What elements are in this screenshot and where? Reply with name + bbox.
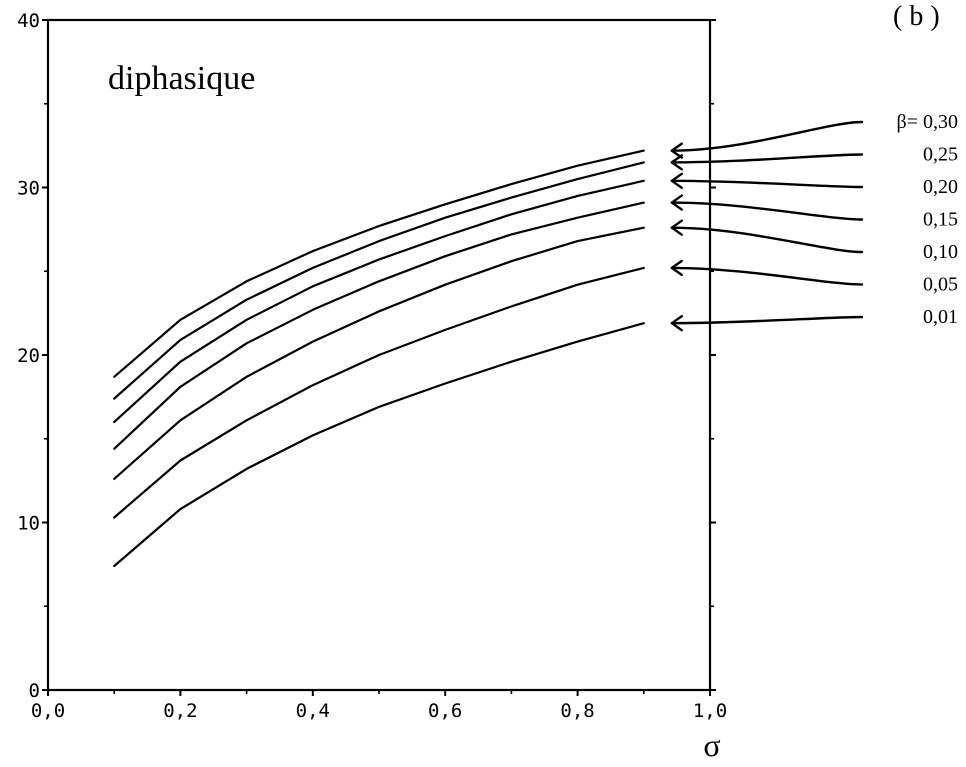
arrowhead-icon	[670, 219, 683, 236]
legend-arrow-0-05	[670, 266, 864, 286]
legend-arrow-0-10	[670, 226, 864, 254]
arrowhead-icon	[670, 172, 683, 189]
legend-arrow-0-01	[670, 315, 864, 325]
x-tick-label: 0,4	[296, 700, 330, 722]
legend-arrow-0-30	[670, 120, 864, 152]
arrowhead-icon	[670, 194, 683, 211]
legend-arrow-0-20	[670, 179, 864, 189]
annotation-diphasique: diphasique	[108, 60, 255, 97]
x-axis-label: σ	[703, 727, 720, 763]
x-tick-label: 0,2	[163, 700, 197, 722]
legend-label-0-30: β= 0,30	[897, 111, 958, 133]
legend-arrows	[670, 120, 864, 332]
series-line-0-05	[113, 266, 645, 519]
y-tick-label: 40	[17, 10, 40, 32]
legend-label-0-20: 0,20	[923, 176, 958, 198]
series-line-0-30	[113, 149, 645, 378]
x-tick-label: 1,0	[693, 700, 727, 722]
y-tick-label: 0	[29, 680, 40, 702]
y-tick-label: 20	[17, 345, 40, 367]
legend-label-0-15: 0,15	[923, 209, 958, 231]
axis-ticks: 0,0 0,2 0,4 0,6 0,8 1,0 0 10 20 30 40	[17, 10, 727, 722]
arrowhead-icon	[670, 154, 683, 171]
series-line-0-15	[113, 201, 645, 450]
x-tick-label: 0,0	[31, 700, 65, 722]
y-tick-label: 30	[17, 178, 40, 200]
series-line-0-10	[113, 226, 645, 480]
arrowhead-icon	[670, 142, 683, 159]
series-line-0-20	[113, 179, 645, 424]
series-lines	[113, 149, 645, 568]
series-line-0-01	[113, 322, 645, 568]
legend-label-0-25: 0,25	[923, 144, 958, 166]
legend-arrow-0-15	[670, 201, 864, 221]
arrowhead-icon	[670, 314, 683, 332]
y-tick-label: 10	[17, 513, 40, 535]
legend-arrow-0-25	[670, 153, 864, 164]
arrowhead-icon	[670, 259, 683, 277]
legend-label-0-05: 0,05	[923, 274, 958, 296]
x-tick-label: 0,8	[560, 700, 594, 722]
x-tick-label: 0,6	[428, 700, 462, 722]
panel-label: ( b )	[893, 1, 940, 32]
legend-label-0-10: 0,10	[923, 241, 958, 263]
legend-labels: β= 0,30 0,25 0,20 0,15 0,10 0,05 0,01	[897, 111, 958, 328]
series-line-0-25	[113, 161, 645, 400]
legend-label-0-01: 0,01	[923, 306, 958, 328]
